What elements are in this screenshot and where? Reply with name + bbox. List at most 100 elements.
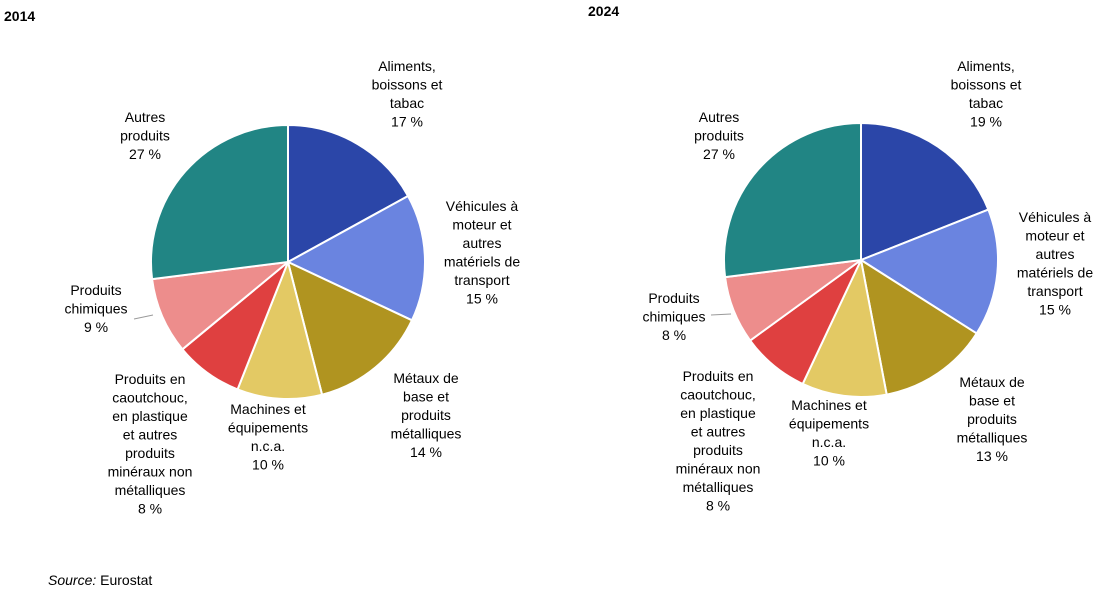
- slice-name-line: caoutchouc,: [680, 387, 756, 403]
- chart-title-2014: 2014: [4, 8, 36, 24]
- slice-name-line: en plastique: [680, 405, 756, 421]
- slice-name-line: minéraux non: [676, 461, 761, 477]
- slice-name-line: Produits en: [115, 371, 186, 387]
- slice-value-label: 15 %: [466, 291, 498, 307]
- slice-name-line: équipements: [228, 420, 308, 436]
- slice-name-line: boissons et: [372, 77, 443, 93]
- slice-value-label: 27 %: [703, 146, 735, 162]
- slice-label: Autres produits 27 %: [120, 109, 170, 162]
- leader-line: [710, 313, 732, 316]
- slice-name-line: Machines et: [791, 397, 867, 413]
- slice-label: Machines et équipements n.c.a. 10 %: [789, 397, 869, 469]
- slice-name-line: produits: [967, 411, 1017, 427]
- slice-name-line: chimiques: [642, 309, 705, 325]
- pie-slice: [860, 122, 990, 261]
- slice-name-line: boissons et: [951, 77, 1022, 93]
- slice-name-line: Machines et: [230, 401, 306, 417]
- slice-name-line: caoutchouc,: [112, 390, 188, 406]
- slice-label: Produits chimiques 8 %: [642, 290, 705, 343]
- slice-name-line: moteur et: [452, 217, 511, 233]
- slice-value-label: 8 %: [138, 501, 162, 517]
- slice-value-label: 10 %: [813, 453, 845, 469]
- source-value: Eurostat: [100, 572, 153, 588]
- slice-name-line: transport: [454, 272, 509, 288]
- pie-chart-2024: Aliments, boissons et tabac 19 % Véhicules à…: [642, 58, 1093, 514]
- slice-name-line: en plastique: [112, 408, 188, 424]
- slice-value-label: 10 %: [252, 457, 284, 473]
- slice-value-label: 14 %: [410, 444, 442, 460]
- slice-name-line: équipements: [789, 416, 869, 432]
- slice-name-line: métalliques: [115, 482, 186, 498]
- pie-slice: [236, 261, 324, 400]
- slice-label: Véhicules à moteur et autres matériels de tr…: [1017, 209, 1093, 318]
- slice-name-line: métalliques: [391, 426, 462, 442]
- slice-name-line: moteur et: [1025, 228, 1084, 244]
- slice-name-line: minéraux non: [108, 464, 193, 480]
- pie-slice: [287, 124, 410, 263]
- slice-value-label: 8 %: [706, 498, 730, 514]
- slice-value-label: 19 %: [970, 114, 1002, 130]
- leader-line: [133, 314, 154, 320]
- slice-name-line: et autres: [691, 424, 745, 440]
- source-note: Source: Eurostat: [48, 572, 152, 588]
- pie-slice: [860, 259, 978, 396]
- slice-label: Aliments, boissons et tabac 17 %: [372, 58, 443, 130]
- slice-name-line: transport: [1027, 283, 1082, 299]
- slice-name-line: tabac: [390, 95, 424, 111]
- slice-name-line: Produits: [70, 282, 121, 298]
- slice-name-line: Produits: [648, 290, 699, 306]
- slice-name-line: Aliments,: [378, 58, 436, 74]
- slice-name-line: et autres: [123, 427, 177, 443]
- slice-value-label: 13 %: [976, 448, 1008, 464]
- slice-name-line: Autres: [699, 109, 739, 125]
- slice-name-line: produits: [693, 442, 743, 458]
- pie-slice: [723, 122, 862, 279]
- chart-title-2024: 2024: [588, 3, 620, 19]
- slice-value-label: 8 %: [662, 327, 686, 343]
- slice-name-line: Aliments,: [957, 58, 1015, 74]
- slice-label: Véhicules à moteur et autres matériels de tr…: [444, 198, 520, 307]
- slice-name-line: Autres: [125, 109, 165, 125]
- slice-name-line: autres: [1036, 246, 1075, 262]
- slice-name-line: produits: [125, 445, 175, 461]
- slice-name-line: autres: [463, 235, 502, 251]
- slice-name-line: Produits en: [683, 368, 754, 384]
- slice-name-line: produits: [120, 128, 170, 144]
- slice-name-line: produits: [694, 128, 744, 144]
- slice-name-line: tabac: [969, 95, 1003, 111]
- slice-label: Produits en caoutchouc, en plastique et aut…: [676, 368, 761, 514]
- slice-label: Machines et équipements n.c.a. 10 %: [228, 401, 308, 473]
- pie-slice: [860, 208, 999, 335]
- pie-chart-2014: Aliments, boissons et tabac 17 % Véhicules à…: [64, 58, 520, 517]
- slice-label: Métaux de base et produits métalliques 13 %: [957, 374, 1028, 464]
- slice-value-label: 27 %: [129, 146, 161, 162]
- slice-label: Autres produits 27 %: [694, 109, 744, 162]
- slice-name-line: matériels de: [444, 254, 520, 270]
- slice-value-label: 9 %: [84, 319, 108, 335]
- slice-name-line: métalliques: [683, 479, 754, 495]
- slice-name-line: métalliques: [957, 430, 1028, 446]
- pie-slice: [801, 259, 888, 398]
- slice-name-line: n.c.a.: [251, 438, 285, 454]
- source-label: Source:: [48, 572, 97, 588]
- slice-label: Aliments, boissons et tabac 19 %: [951, 58, 1022, 130]
- slice-name-line: n.c.a.: [812, 434, 846, 450]
- slice-name-line: Métaux de: [959, 374, 1025, 390]
- slice-name-line: base et: [969, 393, 1015, 409]
- slice-name-line: produits: [401, 407, 451, 423]
- slice-name-line: base et: [403, 389, 449, 405]
- slice-label: Produits chimiques 9 %: [64, 282, 127, 335]
- slice-name-line: Véhicules à: [1019, 209, 1092, 225]
- slice-label: Métaux de base et produits métalliques 14 %: [391, 370, 462, 460]
- slice-label: Produits en caoutchouc, en plastique et aut…: [108, 371, 193, 517]
- slice-name-line: matériels de: [1017, 265, 1093, 281]
- slice-name-line: Véhicules à: [446, 198, 519, 214]
- slice-name-line: Métaux de: [393, 370, 459, 386]
- slice-value-label: 17 %: [391, 114, 423, 130]
- pie-slice: [150, 124, 289, 281]
- slice-value-label: 15 %: [1039, 302, 1071, 318]
- pie-slice: [287, 195, 426, 322]
- slice-name-line: chimiques: [64, 301, 127, 317]
